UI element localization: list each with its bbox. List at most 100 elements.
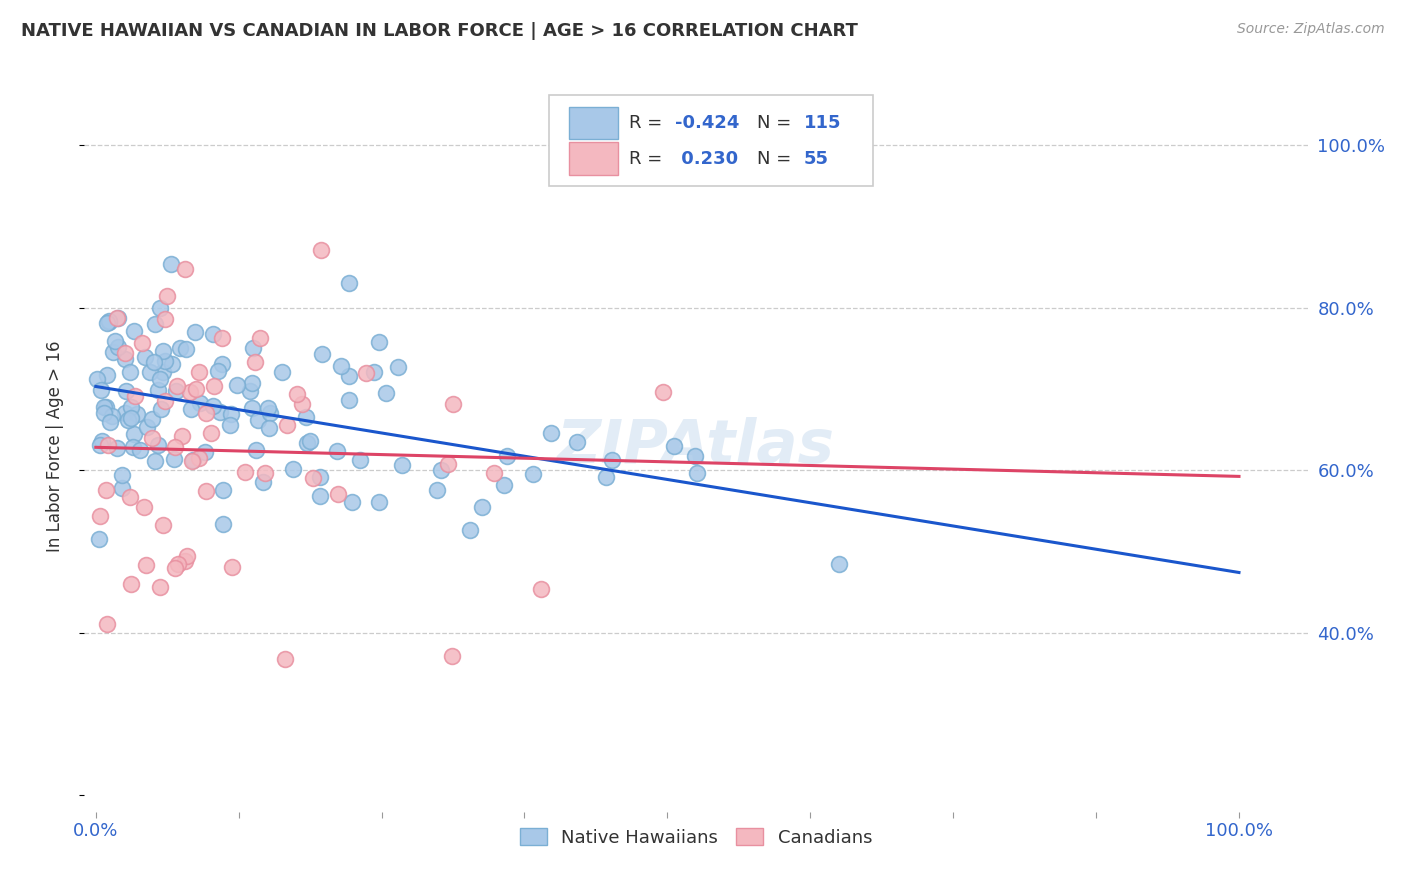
Point — [311, 346, 333, 360]
Point — [595, 470, 617, 484]
Point — [139, 365, 162, 379]
Text: ZIPAtlas: ZIPAtlas — [557, 417, 835, 475]
Point — [368, 495, 391, 509]
Point — [120, 410, 142, 425]
FancyBboxPatch shape — [550, 95, 873, 186]
Point — [308, 489, 330, 503]
Point — [107, 310, 129, 325]
Point — [90, 434, 112, 449]
Point — [276, 417, 298, 432]
Point — [429, 462, 451, 476]
Point — [337, 276, 360, 290]
Point — [200, 425, 222, 440]
Point — [153, 394, 176, 409]
Point — [247, 413, 270, 427]
Point — [165, 384, 187, 398]
Point — [252, 475, 274, 489]
Point — [374, 386, 396, 401]
Point — [149, 301, 172, 315]
Point — [387, 359, 409, 374]
Point — [202, 379, 225, 393]
Point — [114, 345, 136, 359]
Point — [188, 365, 211, 379]
Point — [330, 359, 353, 373]
Point — [242, 341, 264, 355]
Point — [179, 385, 201, 400]
Text: R =: R = — [628, 150, 668, 168]
Point — [94, 401, 117, 415]
Point — [349, 452, 371, 467]
Text: R =: R = — [628, 113, 668, 132]
Point — [367, 334, 389, 349]
Text: 115: 115 — [804, 113, 841, 132]
Point — [496, 449, 519, 463]
Point — [96, 317, 118, 331]
Point — [181, 452, 204, 467]
Point — [176, 342, 198, 356]
Point — [207, 364, 229, 378]
Point — [295, 410, 318, 425]
Point — [482, 467, 505, 481]
FancyBboxPatch shape — [569, 143, 617, 175]
Point — [363, 365, 385, 379]
Point — [271, 365, 294, 379]
Text: 55: 55 — [804, 150, 828, 168]
Y-axis label: In Labor Force | Age > 16: In Labor Force | Age > 16 — [45, 340, 63, 552]
Point — [166, 379, 188, 393]
Point — [188, 396, 211, 410]
Point — [309, 470, 332, 484]
Point — [176, 549, 198, 563]
Point — [141, 431, 163, 445]
Text: NATIVE HAWAIIAN VS CANADIAN IN LABOR FORCE | AGE > 16 CORRELATION CHART: NATIVE HAWAIIAN VS CANADIAN IN LABOR FOR… — [21, 22, 858, 40]
Point — [149, 372, 172, 386]
Point — [221, 407, 243, 421]
Point — [494, 477, 516, 491]
Point — [120, 400, 142, 414]
Point — [165, 561, 187, 575]
Point — [107, 340, 129, 354]
Point — [153, 311, 176, 326]
Point — [471, 500, 494, 514]
Point — [600, 453, 623, 467]
Point — [211, 331, 233, 345]
Point — [90, 383, 112, 397]
Point — [685, 466, 707, 480]
Point — [441, 648, 464, 663]
Point — [540, 425, 562, 440]
Point — [149, 402, 172, 417]
Point — [89, 508, 111, 523]
Text: N =: N = — [758, 150, 797, 168]
FancyBboxPatch shape — [569, 107, 617, 139]
Point — [441, 397, 464, 411]
Point — [160, 357, 183, 371]
Point — [184, 325, 207, 339]
Point — [143, 317, 166, 331]
Point — [163, 440, 186, 454]
Point — [152, 365, 174, 379]
Point — [169, 341, 191, 355]
Point — [181, 453, 204, 467]
Text: N =: N = — [758, 113, 797, 132]
Point — [212, 517, 235, 532]
Point — [354, 366, 377, 380]
Point — [259, 406, 281, 420]
Point — [122, 324, 145, 338]
Point — [253, 467, 276, 481]
Point — [208, 405, 231, 419]
Point — [201, 399, 224, 413]
Point — [298, 434, 321, 448]
Point — [211, 483, 233, 498]
Point — [115, 384, 138, 399]
Point — [180, 402, 202, 417]
Point — [125, 407, 148, 421]
Point — [194, 483, 217, 498]
Point — [160, 257, 183, 271]
Point — [131, 335, 153, 350]
Point — [233, 466, 256, 480]
Point — [245, 443, 267, 458]
Point — [149, 580, 172, 594]
Point — [170, 429, 193, 443]
Point — [828, 557, 851, 571]
Point — [121, 577, 143, 591]
Point — [309, 243, 332, 257]
